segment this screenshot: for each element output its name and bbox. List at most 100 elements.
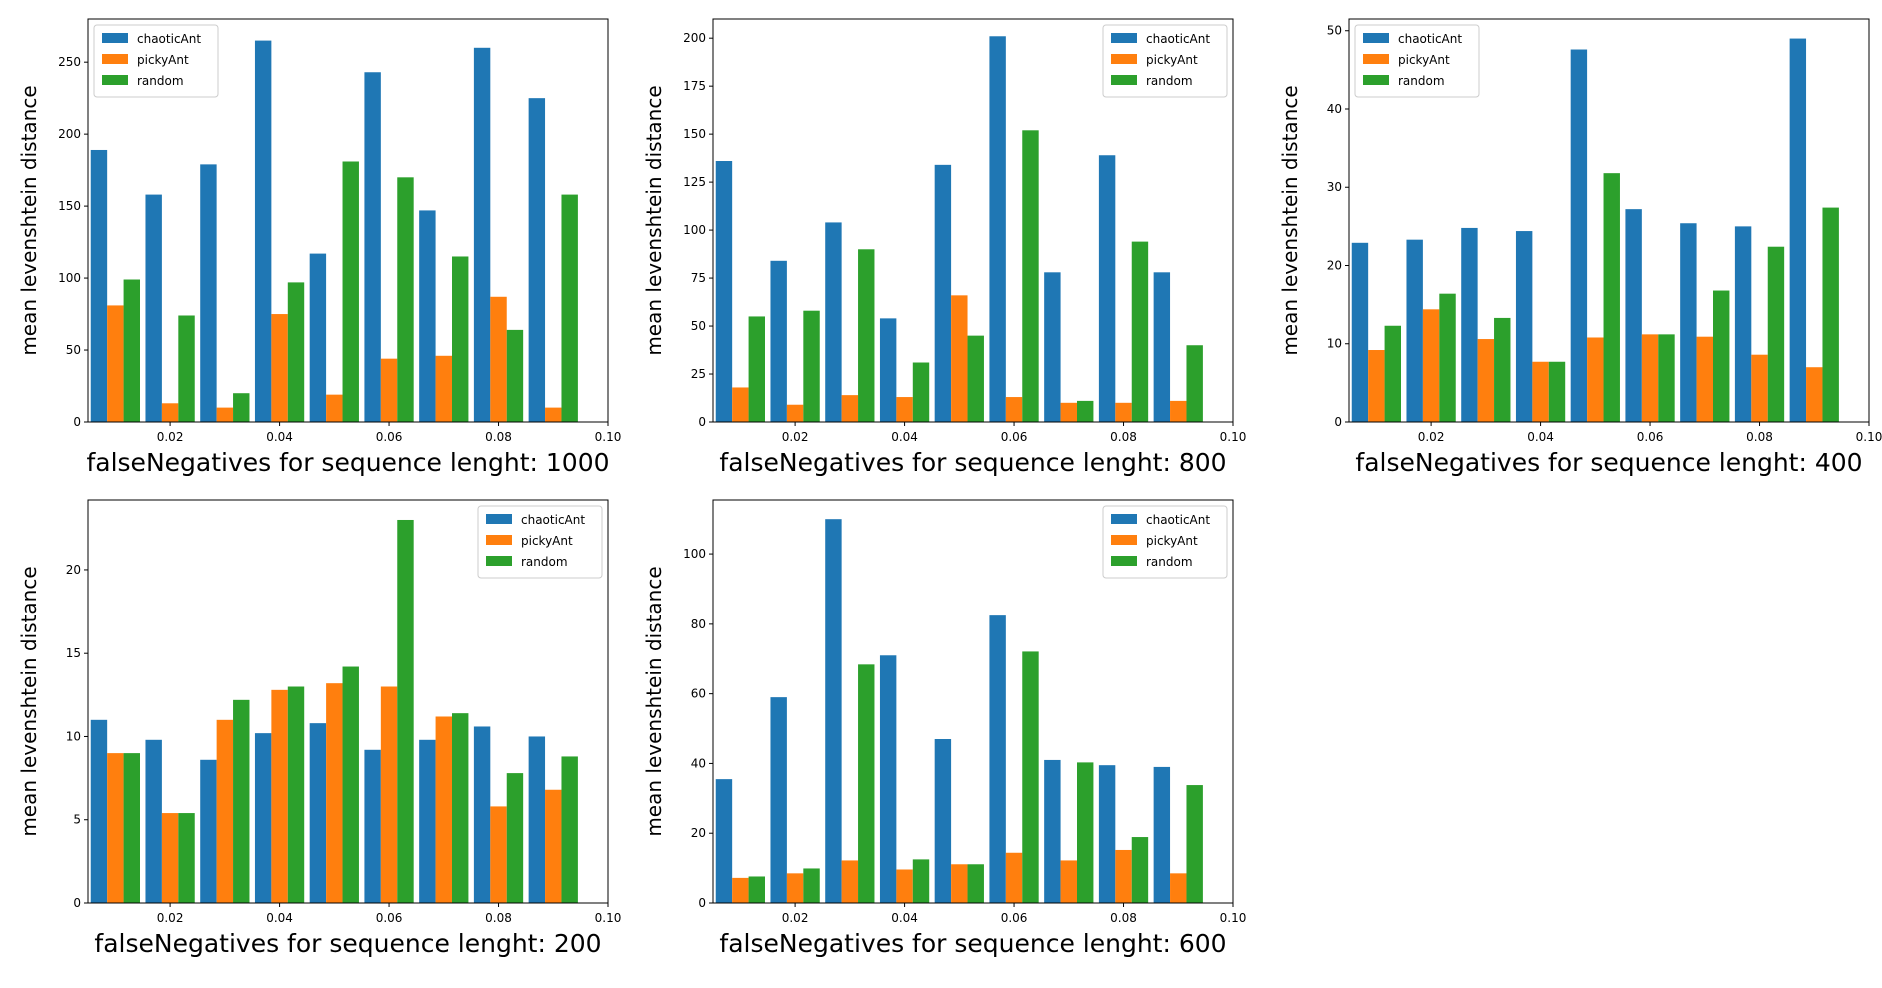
bar-chaoticAnt — [1044, 759, 1061, 903]
bar-chaoticAnt — [473, 47, 491, 422]
bar-chaoticAnt — [364, 72, 381, 422]
bar-pickyAnt — [380, 358, 398, 422]
legend-label-random: random — [521, 555, 568, 569]
bar-chaoticAnt — [145, 194, 162, 422]
bar-random — [967, 864, 984, 903]
bar-chaoticAnt — [879, 318, 897, 422]
x-axis-label: falseNegatives for sequence lenght: 200 — [94, 929, 601, 958]
legend-swatch-random — [1111, 75, 1137, 85]
bar-chaoticAnt — [254, 40, 272, 423]
legend-label-random: random — [137, 74, 184, 88]
y-axis-label: mean levenshtein distance — [17, 85, 41, 355]
y-tick-label: 0 — [698, 896, 706, 910]
bar-random — [1186, 345, 1203, 422]
bar-pickyAnt — [1806, 367, 1823, 422]
legend-swatch-random — [1111, 556, 1137, 566]
x-axis-label: falseNegatives for sequence lenght: 400 — [1355, 448, 1862, 477]
bar-random — [397, 519, 414, 903]
legend-label-pickyAnt: pickyAnt — [1398, 53, 1450, 67]
x-tick-label: 0.02 — [157, 911, 184, 925]
bar-pickyAnt — [326, 394, 343, 422]
y-tick-label: 0 — [1334, 415, 1342, 429]
bar-chaoticAnt — [989, 36, 1006, 423]
bar-random — [858, 249, 875, 422]
bar-random — [506, 329, 524, 422]
x-tick-label: 0.02 — [782, 911, 809, 925]
bar-pickyAnt — [107, 753, 124, 903]
legend-label-chaoticAnt: chaoticAnt — [137, 32, 201, 46]
bar-random — [178, 315, 195, 422]
y-tick-label: 150 — [683, 127, 706, 141]
bar-pickyAnt — [841, 395, 859, 422]
x-axis-label: falseNegatives for sequence lenght: 800 — [719, 448, 1226, 477]
chart-panel: 0.02 0.04 0.06 0.08 0.10 0 10 20 30 40 50 falseNega… — [1278, 18, 1882, 477]
legend-label-chaoticAnt: chaoticAnt — [1146, 32, 1210, 46]
bar-random — [1439, 293, 1456, 422]
legend-swatch-chaoticAnt — [1363, 33, 1389, 43]
legend-swatch-random — [1363, 75, 1389, 85]
bar-pickyAnt — [841, 860, 859, 903]
bar-chaoticAnt — [1515, 231, 1533, 422]
bar-random — [1603, 173, 1620, 422]
bar-pickyAnt — [216, 407, 234, 422]
y-axis-label: mean levenshtein distance — [17, 566, 41, 836]
legend-swatch-random — [102, 75, 128, 85]
y-tick-label: 175 — [683, 79, 706, 93]
x-tick-label: 0.08 — [1110, 430, 1137, 444]
bar-random — [1131, 241, 1149, 422]
bar-pickyAnt — [380, 686, 398, 903]
legend-swatch-chaoticAnt — [102, 33, 128, 43]
legend: chaoticAnt pickyAnt random — [1102, 24, 1228, 98]
bar-pickyAnt — [896, 869, 913, 903]
bar-chaoticAnt — [825, 519, 842, 903]
bar-random — [1767, 246, 1785, 422]
bar-chaoticAnt — [1570, 49, 1588, 423]
y-tick-label: 0 — [73, 415, 81, 429]
y-tick-label: 10 — [66, 729, 81, 743]
bar-chaoticAnt — [715, 161, 733, 422]
legend-swatch-random — [486, 556, 512, 566]
bar-pickyAnt — [732, 387, 749, 422]
bar-chaoticAnt — [770, 697, 787, 903]
bar-random — [287, 686, 305, 903]
bar-pickyAnt — [896, 397, 913, 422]
x-tick-label: 0.08 — [485, 430, 512, 444]
axes-frame — [712, 18, 1234, 423]
bar-random — [803, 868, 820, 903]
bar-chaoticAnt — [309, 723, 327, 903]
y-tick-label: 50 — [691, 319, 706, 333]
bar-random — [233, 699, 250, 903]
bar-pickyAnt — [1368, 350, 1385, 422]
legend: chaoticAnt pickyAnt random — [1102, 505, 1228, 579]
y-tick-label: 100 — [683, 223, 706, 237]
bar-pickyAnt — [545, 789, 562, 903]
x-tick-label: 0.02 — [157, 430, 184, 444]
axes-frame — [1348, 18, 1870, 423]
bar-pickyAnt — [1005, 397, 1023, 422]
bar-chaoticAnt — [145, 739, 162, 903]
y-tick-label: 20 — [1327, 258, 1342, 272]
x-tick-label: 0.08 — [1110, 911, 1137, 925]
x-tick-label: 0.10 — [1220, 911, 1247, 925]
y-axis-label: mean levenshtein distance — [1278, 85, 1302, 355]
legend-label-pickyAnt: pickyAnt — [137, 53, 189, 67]
bar-pickyAnt — [1115, 849, 1132, 903]
y-tick-label: 0 — [698, 415, 706, 429]
bar-chaoticAnt — [1680, 223, 1697, 422]
x-tick-label: 0.08 — [1746, 430, 1773, 444]
x-tick-label: 0.04 — [266, 911, 293, 925]
bar-chaoticAnt — [528, 736, 546, 903]
y-tick-label: 200 — [58, 127, 81, 141]
bar-chaoticAnt — [1461, 227, 1478, 422]
y-tick-label: 40 — [691, 756, 706, 770]
bar-random — [1131, 837, 1149, 903]
bar-pickyAnt — [490, 806, 507, 903]
bar-chaoticAnt — [1153, 766, 1171, 903]
bar-chaoticAnt — [309, 253, 327, 422]
legend-swatch-pickyAnt — [102, 54, 128, 64]
y-tick-label: 15 — [66, 646, 81, 660]
bar-pickyAnt — [786, 873, 804, 903]
bar-random — [1384, 325, 1401, 422]
y-tick-label: 150 — [58, 199, 81, 213]
